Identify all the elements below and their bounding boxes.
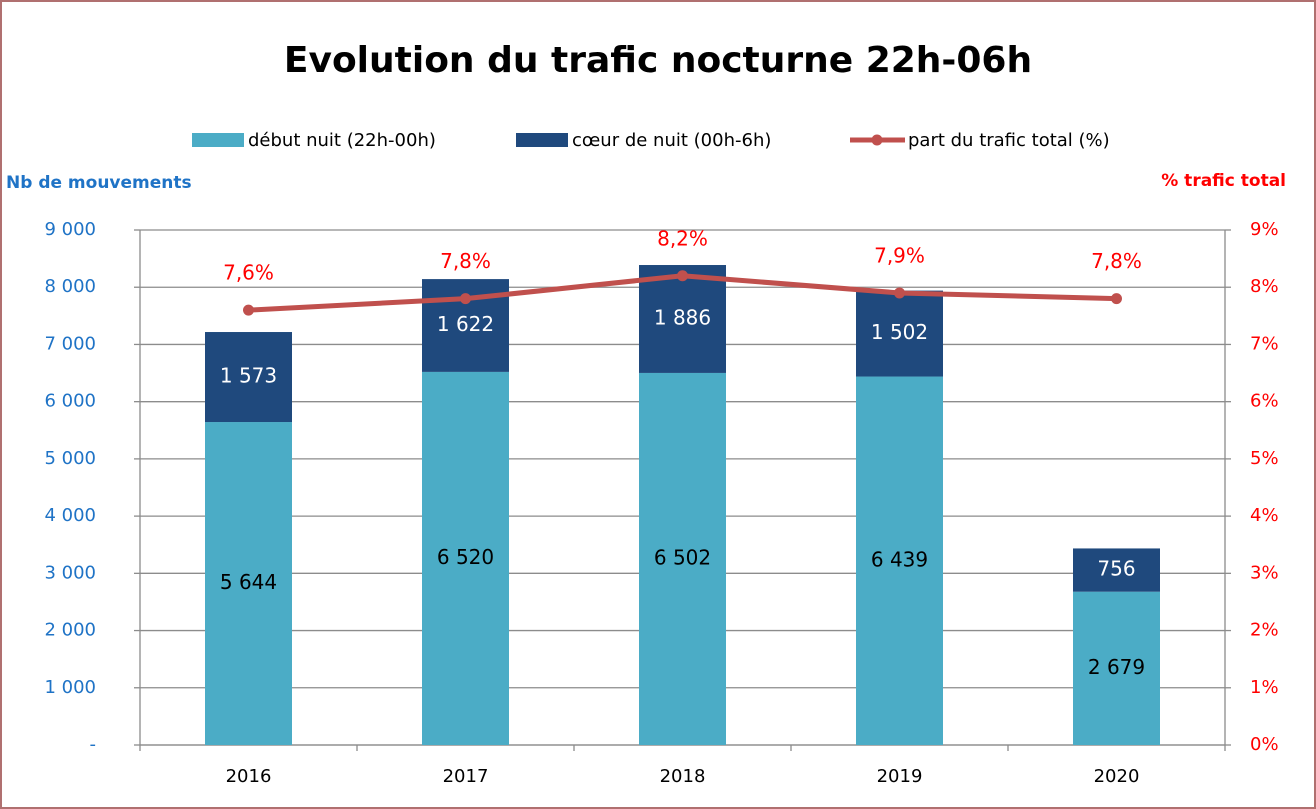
y2-tick-label: 3% xyxy=(1250,562,1279,583)
bar xyxy=(856,376,943,745)
data-label: 8,2% xyxy=(657,226,708,250)
x-tick-label: 2017 xyxy=(443,766,489,787)
data-label: 756 xyxy=(1097,557,1135,581)
y2-tick-label: 0% xyxy=(1250,734,1279,755)
x-tick-label: 2016 xyxy=(226,766,272,787)
y-tick-label: 6 000 xyxy=(44,391,96,412)
bar xyxy=(1073,591,1160,745)
legend-swatch xyxy=(516,133,568,147)
y2-axis-label: % trafic total xyxy=(1161,171,1286,191)
y2-tick-label: 8% xyxy=(1250,276,1279,297)
legend-swatch xyxy=(871,134,883,146)
y2-tick-label: 2% xyxy=(1250,620,1279,641)
bar xyxy=(1073,548,1160,592)
y2-tick-label: 1% xyxy=(1250,677,1279,698)
line-marker xyxy=(1111,293,1122,305)
data-label: 2 679 xyxy=(1088,655,1145,679)
bar xyxy=(856,290,943,377)
y2-tick-label: 9% xyxy=(1250,219,1279,240)
data-label: 7,8% xyxy=(1091,249,1142,273)
bar xyxy=(205,332,292,423)
data-label: 5 644 xyxy=(220,570,277,594)
x-tick-label: 2018 xyxy=(660,766,706,787)
x-tick-label: 2020 xyxy=(1094,766,1140,787)
data-label: 1 886 xyxy=(654,305,711,329)
y2-tick-label: 4% xyxy=(1250,505,1279,526)
legend-label: cœur de nuit (00h-6h) xyxy=(572,130,771,151)
data-label: 1 622 xyxy=(437,312,494,336)
y2-tick-label: 5% xyxy=(1250,448,1279,469)
data-label: 6 439 xyxy=(871,547,928,571)
data-label: 6 502 xyxy=(654,545,711,569)
bar xyxy=(422,371,509,745)
data-label: 7,6% xyxy=(223,261,274,285)
legend-label: début nuit (22h-00h) xyxy=(248,130,436,151)
y-tick-label: 3 000 xyxy=(44,562,96,583)
x-tick-label: 2019 xyxy=(877,766,923,787)
bar xyxy=(639,372,726,745)
y-tick-label: 7 000 xyxy=(44,333,96,354)
data-label: 7,8% xyxy=(440,249,491,273)
line-marker xyxy=(460,293,471,305)
line-marker xyxy=(677,270,688,282)
y-tick-label: 4 000 xyxy=(44,505,96,526)
legend-swatch xyxy=(192,133,244,147)
y-tick-label: 9 000 xyxy=(44,219,96,240)
bar xyxy=(205,422,292,745)
y-tick-label: 5 000 xyxy=(44,448,96,469)
data-label: 6 520 xyxy=(437,545,494,569)
data-label: 7,9% xyxy=(874,243,925,267)
chart-title: Evolution du trafic nocturne 22h-06h xyxy=(284,40,1032,81)
y2-tick-label: 6% xyxy=(1250,391,1279,412)
y-axis-label: Nb de mouvements xyxy=(6,173,192,193)
y-tick-label: 8 000 xyxy=(44,276,96,297)
line-marker xyxy=(894,287,905,299)
data-label: 1 573 xyxy=(220,364,277,388)
y-tick-label: 2 000 xyxy=(44,620,96,641)
legend-label: part du trafic total (%) xyxy=(908,130,1110,151)
y-tick-label: - xyxy=(90,734,97,755)
y2-tick-label: 7% xyxy=(1250,333,1279,354)
bar xyxy=(639,265,726,373)
line-marker xyxy=(243,304,254,316)
y-tick-label: 1 000 xyxy=(44,677,96,698)
data-label: 1 502 xyxy=(871,320,928,344)
